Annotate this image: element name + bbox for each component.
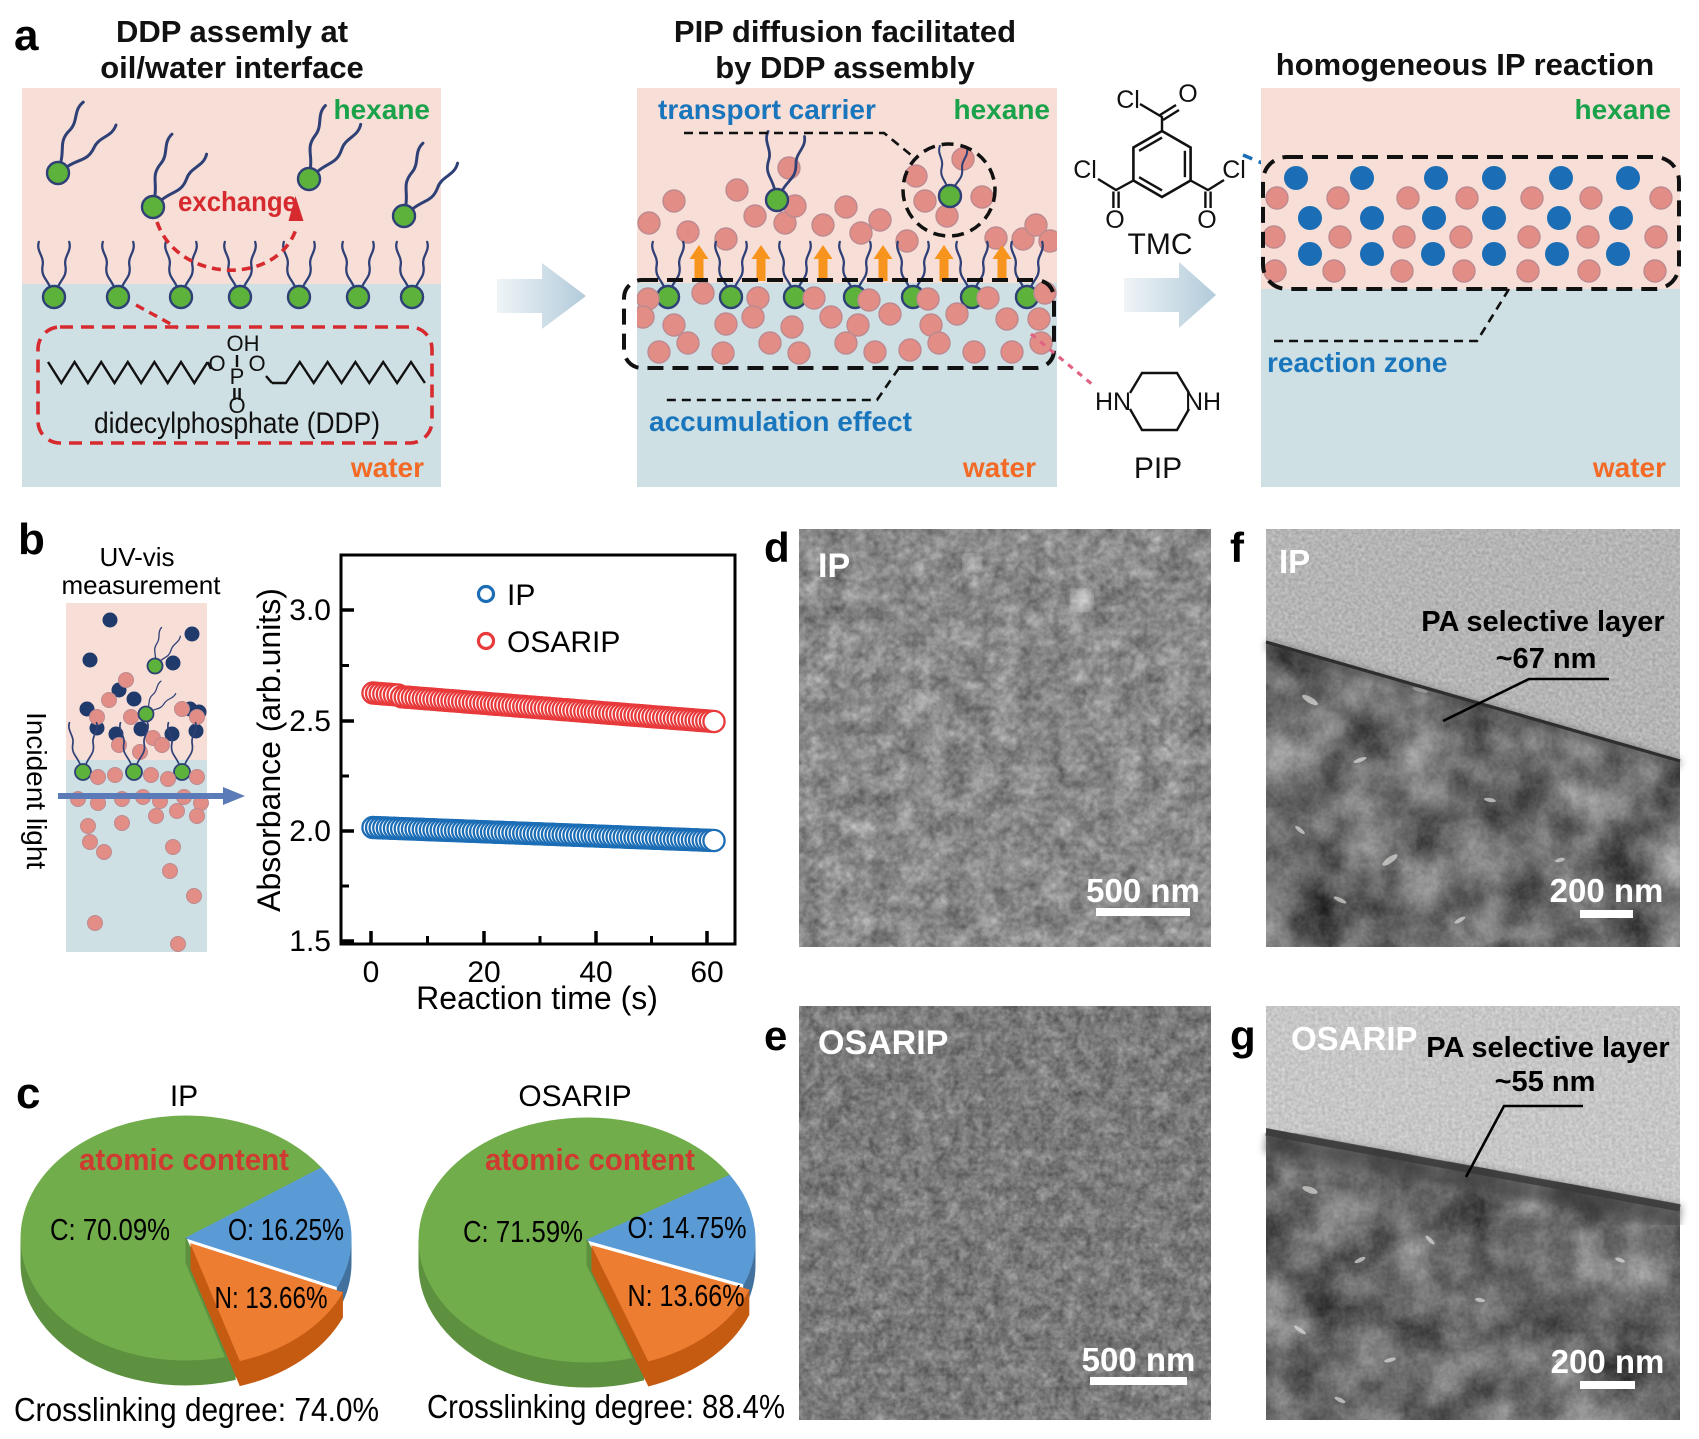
svg-text:0: 0 — [363, 956, 380, 989]
svg-text:IP: IP — [170, 1080, 198, 1113]
svg-text:e: e — [764, 1012, 787, 1059]
svg-text:500 nm: 500 nm — [1082, 1341, 1196, 1378]
svg-text:water: water — [1592, 452, 1666, 483]
svg-text:N: 13.66%: N: 13.66% — [215, 1280, 328, 1315]
svg-text:C: 70.09%: C: 70.09% — [50, 1212, 170, 1247]
svg-text:60: 60 — [690, 956, 723, 989]
svg-text:20: 20 — [467, 956, 500, 989]
svg-text:f: f — [1230, 524, 1245, 571]
svg-text:Crosslinking degree: 74.0%: Crosslinking degree: 74.0% — [14, 1391, 379, 1428]
svg-text:PIP: PIP — [1134, 452, 1182, 485]
svg-text:O: O — [248, 351, 265, 376]
svg-text:c: c — [16, 1069, 40, 1118]
svg-text:P: P — [230, 364, 245, 389]
svg-text:oil/water interface: oil/water interface — [100, 50, 364, 85]
svg-text:O: O — [1197, 206, 1216, 234]
svg-text:Crosslinking degree: 88.4%: Crosslinking degree: 88.4% — [427, 1388, 785, 1425]
svg-text:d: d — [764, 524, 790, 571]
svg-text:IP: IP — [507, 579, 535, 612]
svg-text:Cl: Cl — [1073, 156, 1097, 184]
svg-text:IP: IP — [818, 547, 850, 585]
svg-text:~55 nm: ~55 nm — [1495, 1066, 1596, 1098]
svg-text:UV-vis: UV-vis — [99, 542, 174, 572]
svg-text:NH: NH — [1185, 388, 1221, 416]
svg-text:O: O — [208, 351, 225, 376]
svg-text:g: g — [1230, 1012, 1256, 1059]
svg-text:atomic content: atomic content — [485, 1142, 695, 1177]
svg-text:HN: HN — [1095, 388, 1131, 416]
svg-text:water: water — [962, 452, 1036, 483]
svg-text:atomic content: atomic content — [79, 1142, 289, 1177]
svg-text:by DDP assembly: by DDP assembly — [715, 50, 975, 85]
svg-text:O: O — [1178, 80, 1197, 108]
svg-text:1.5: 1.5 — [289, 925, 331, 958]
svg-text:hexane: hexane — [954, 94, 1051, 125]
svg-text:didecylphosphate (DDP): didecylphosphate (DDP) — [94, 407, 380, 440]
svg-text:200 nm: 200 nm — [1550, 872, 1664, 909]
svg-text:PA selective layer: PA selective layer — [1421, 606, 1664, 638]
svg-text:O: 16.25%: O: 16.25% — [228, 1212, 344, 1247]
svg-text:2.0: 2.0 — [289, 815, 331, 848]
svg-text:Absorbance (arb.units): Absorbance (arb.units) — [251, 588, 287, 912]
svg-text:water: water — [350, 452, 424, 483]
svg-text:measurement: measurement — [62, 570, 222, 600]
svg-text:O: 14.75%: O: 14.75% — [628, 1210, 747, 1245]
svg-text:OSARIP: OSARIP — [507, 626, 620, 659]
svg-text:Cl: Cl — [1222, 156, 1246, 184]
svg-text:IP: IP — [1279, 543, 1310, 580]
svg-text:homogeneous IP reaction: homogeneous IP reaction — [1276, 47, 1654, 82]
svg-text:OSARIP: OSARIP — [518, 1080, 631, 1113]
svg-text:OSARIP: OSARIP — [818, 1024, 948, 1062]
svg-text:Incident light: Incident light — [21, 712, 52, 869]
svg-text:exchange: exchange — [178, 186, 297, 217]
svg-text:DDP assemly at: DDP assemly at — [116, 14, 348, 49]
svg-text:O: O — [228, 393, 245, 418]
svg-text:200 nm: 200 nm — [1551, 1343, 1665, 1380]
svg-text:Reaction time (s): Reaction time (s) — [416, 980, 658, 1016]
svg-text:hexane: hexane — [1575, 94, 1672, 125]
svg-text:transport carrier: transport carrier — [658, 94, 876, 125]
svg-text:500 nm: 500 nm — [1086, 872, 1200, 909]
svg-text:~67 nm: ~67 nm — [1496, 643, 1597, 675]
svg-text:2.5: 2.5 — [289, 705, 331, 738]
svg-text:a: a — [14, 11, 39, 60]
svg-text:PIP diffusion facilitated: PIP diffusion facilitated — [674, 14, 1016, 49]
svg-text:O: O — [1105, 206, 1124, 234]
svg-text:hexane: hexane — [334, 94, 431, 125]
svg-text:3.0: 3.0 — [289, 594, 331, 627]
svg-text:reaction zone: reaction zone — [1267, 347, 1447, 378]
svg-text:OSARIP: OSARIP — [1291, 1020, 1418, 1057]
svg-text:TMC: TMC — [1128, 228, 1193, 261]
svg-text:PA selective layer: PA selective layer — [1426, 1032, 1669, 1064]
svg-text:C: 71.59%: C: 71.59% — [463, 1214, 583, 1249]
svg-text:Cl: Cl — [1116, 86, 1140, 114]
svg-text:b: b — [18, 515, 45, 564]
svg-text:accumulation effect: accumulation effect — [649, 406, 912, 437]
svg-text:40: 40 — [579, 956, 612, 989]
svg-text:N: 13.66%: N: 13.66% — [628, 1278, 745, 1313]
svg-text:OH: OH — [227, 331, 260, 356]
